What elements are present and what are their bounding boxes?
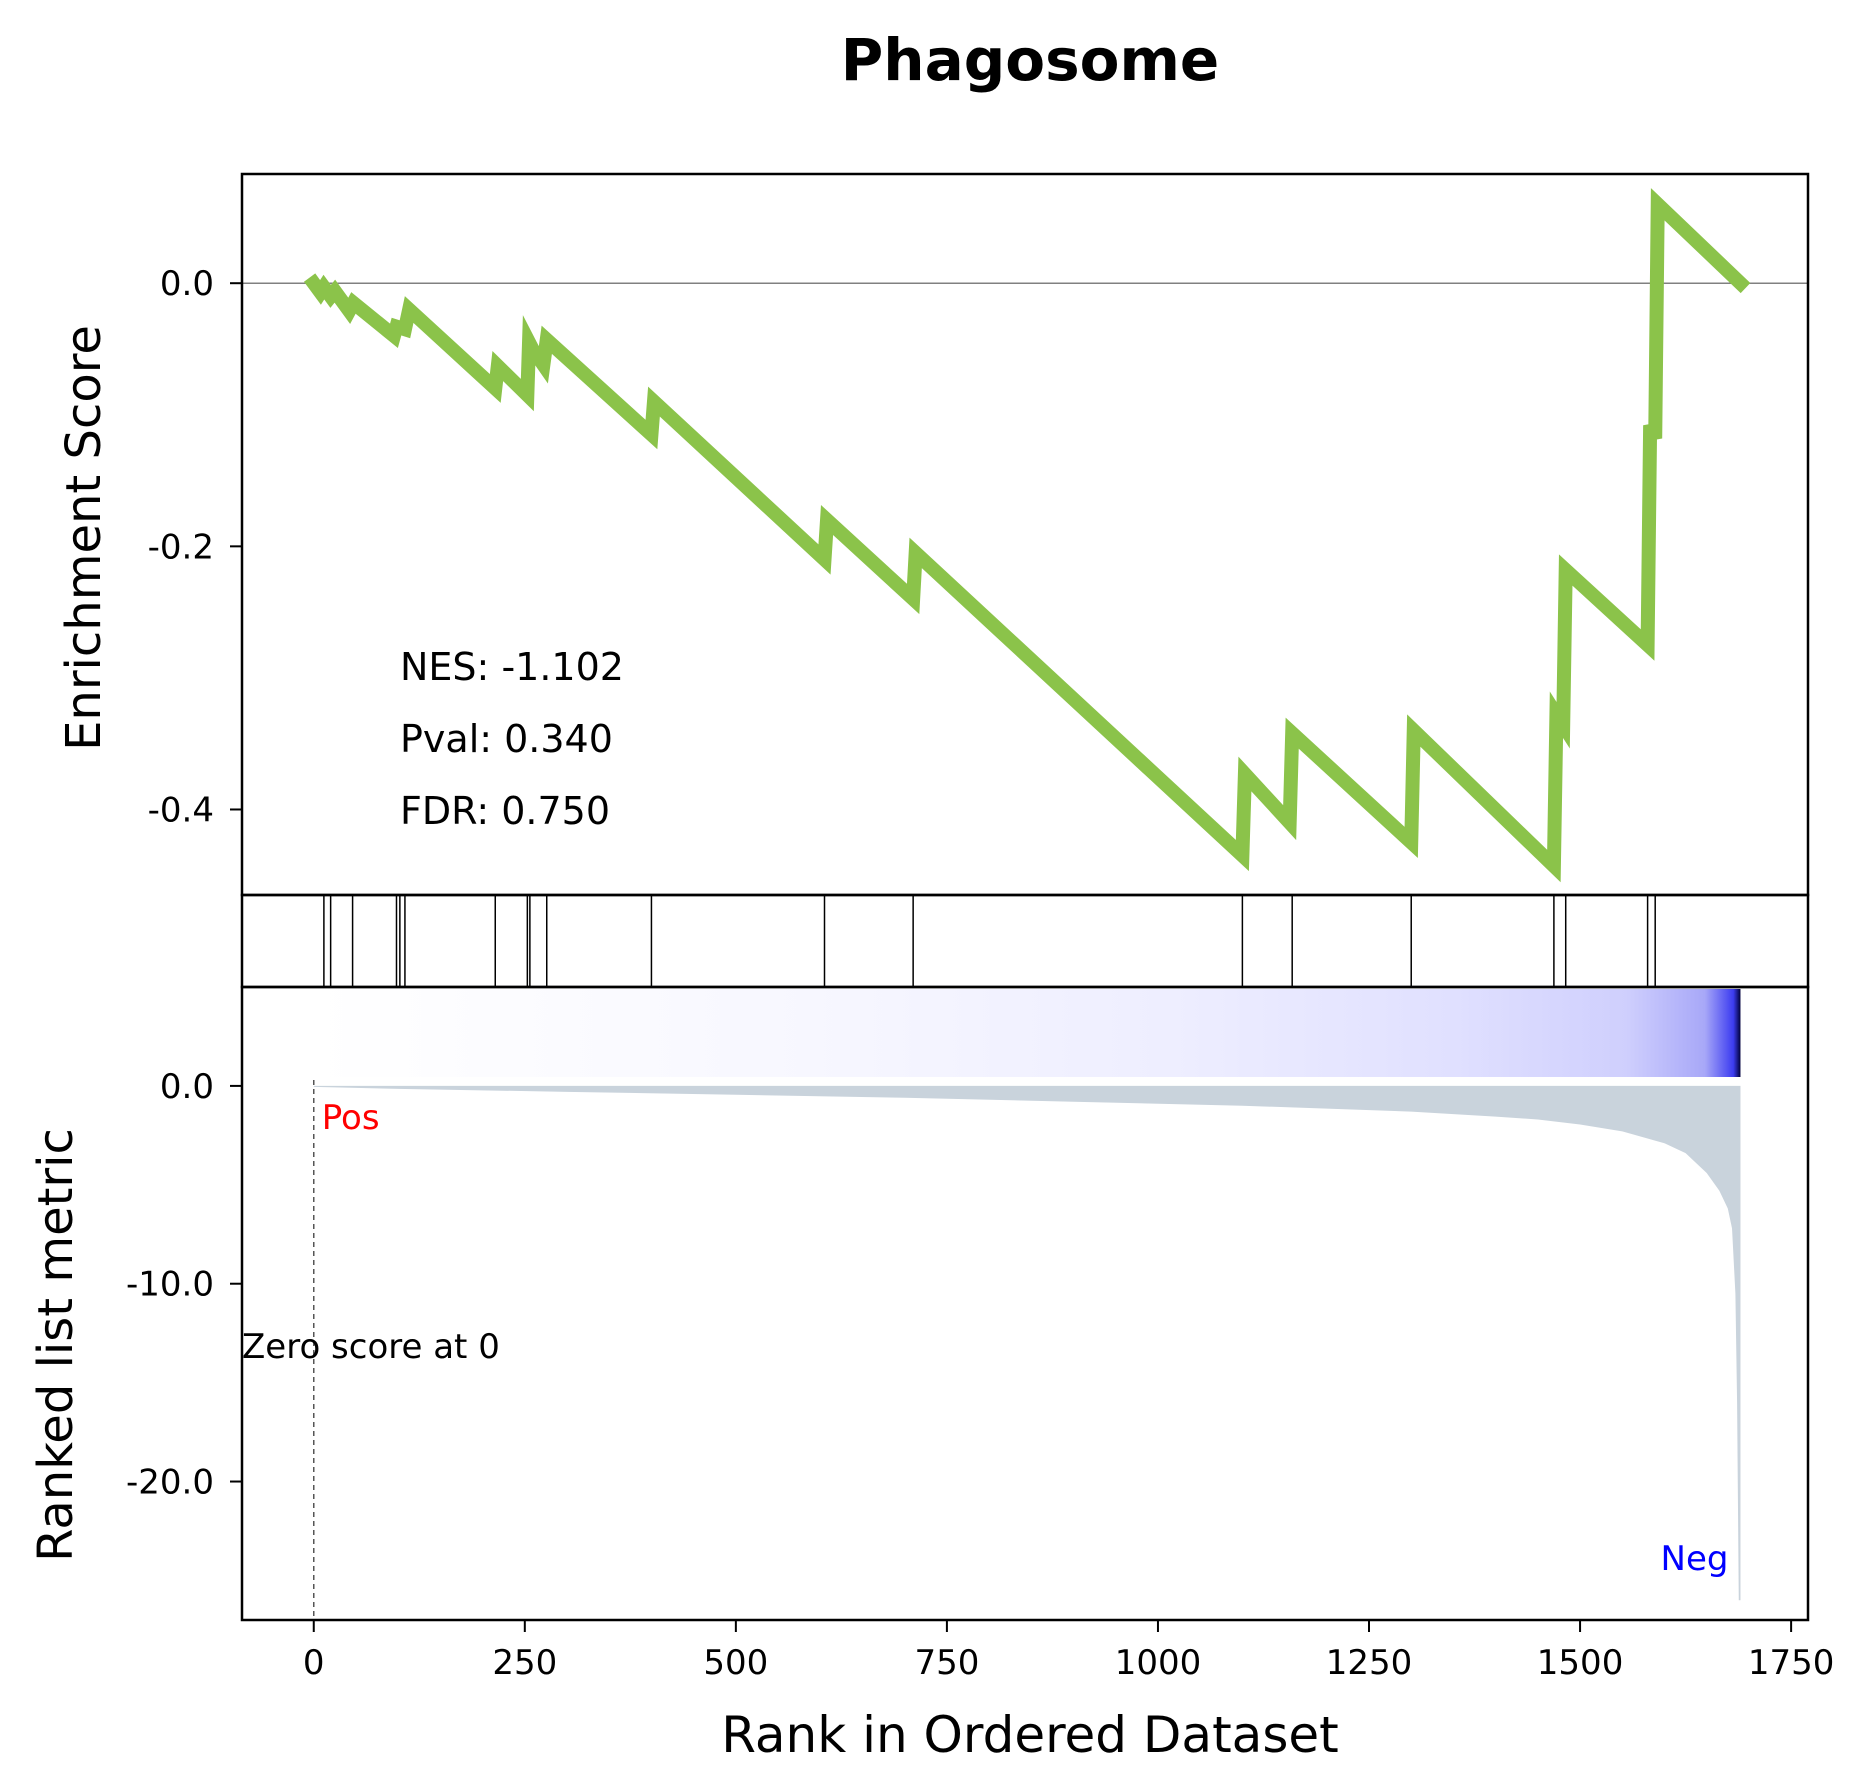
es-stat-text: NES: -1.102 — [400, 645, 624, 689]
es-y-ticks: 0.0 -0.2 -0.4 — [148, 264, 242, 830]
metric-y-ticks: 0.0 -10.0 -20.0 — [126, 1067, 242, 1503]
es-curve — [303, 188, 1751, 883]
es-stats: NES: -1.102 Pval: 0.340 FDR: 0.750 — [400, 645, 624, 833]
metric-y-tick-label: -20.0 — [126, 1463, 214, 1503]
x-tick-label: 1750 — [1748, 1643, 1835, 1683]
es-stat-text: FDR: 0.750 — [400, 789, 610, 833]
x-axis: 0 250 500 750 1000 1250 1500 1750 — [303, 1620, 1834, 1683]
heatmap-strip — [313, 989, 1741, 1077]
x-tick-label: 250 — [492, 1643, 557, 1683]
metric-area — [313, 1085, 1741, 1601]
metric-y-axis-label: Ranked list metric — [28, 1128, 84, 1562]
ranked-metric-panel: 0.0 -10.0 -20.0 Pos Neg Zero score at 0 Ra… — [28, 985, 1810, 1622]
x-tick-label: 1500 — [1537, 1643, 1624, 1683]
es-y-tick-label: -0.4 — [148, 790, 214, 830]
es-panel-frame — [240, 172, 1810, 897]
chart-title: Phagosome — [841, 26, 1219, 94]
x-tick-label: 750 — [914, 1643, 979, 1683]
metric-y-tick-label: 0.0 — [160, 1067, 214, 1107]
es-y-tick-label: -0.2 — [148, 527, 214, 567]
metric-y-tick-label: -10.0 — [126, 1265, 214, 1305]
metric-panel-frame — [240, 985, 1810, 1622]
es-y-axis-label: Enrichment Score — [56, 325, 112, 751]
es-y-tick-label: 0.0 — [160, 264, 214, 304]
zero-cross-label: Zero score at 0 — [242, 1327, 500, 1367]
hits-panel — [240, 893, 1810, 989]
x-axis-label: Rank in Ordered Dataset — [721, 1706, 1338, 1764]
enrichment-score-panel: 0.0 -0.2 -0.4 NES: -1.102 Pval: 0.340 FDR: 0… — [56, 172, 1810, 897]
es-stat-text: Pval: 0.340 — [400, 717, 613, 761]
neg-label: Neg — [1661, 1539, 1729, 1579]
hits-panel-frame — [240, 893, 1810, 989]
x-tick-label: 500 — [703, 1643, 768, 1683]
x-tick-label: 1250 — [1326, 1643, 1413, 1683]
hit-lines — [323, 895, 1656, 987]
x-tick-label: 1000 — [1115, 1643, 1202, 1683]
pos-label: Pos — [322, 1098, 380, 1138]
x-tick-label: 0 — [303, 1643, 325, 1683]
